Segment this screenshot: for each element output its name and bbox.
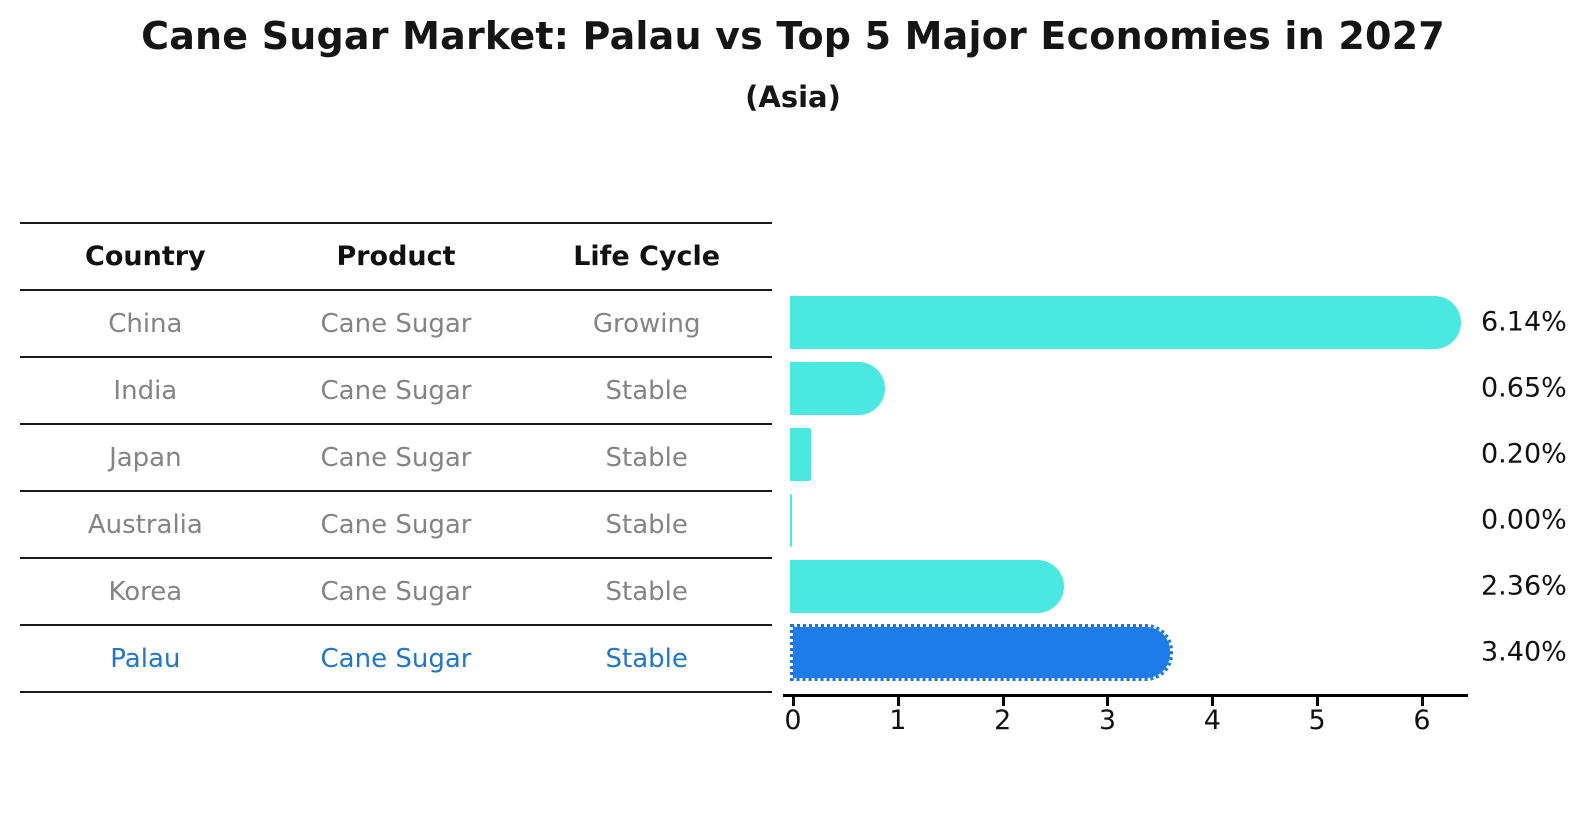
bar-australia bbox=[790, 493, 792, 547]
x-axis-tick bbox=[896, 697, 900, 706]
x-axis-tick bbox=[1316, 697, 1320, 706]
x-axis-tick bbox=[1001, 697, 1005, 706]
country-cell: Japan bbox=[109, 442, 182, 473]
product-cell: Cane Sugar bbox=[320, 375, 472, 406]
value-label-korea: 2.36% bbox=[1481, 570, 1567, 602]
product-cell: Cane Sugar bbox=[320, 643, 472, 674]
column-header-life-cycle: Life Cycle bbox=[573, 241, 721, 272]
x-axis-tick-label: 2 bbox=[994, 705, 1012, 736]
product-cell: Cane Sugar bbox=[320, 308, 472, 339]
table-row: Korea Cane Sugar Stable bbox=[20, 559, 772, 626]
x-axis-line bbox=[783, 694, 1468, 697]
product-cell: Cane Sugar bbox=[320, 576, 472, 607]
country-cell: Korea bbox=[108, 576, 183, 607]
column-header-country: Country bbox=[85, 241, 206, 272]
x-axis-tick-label: 6 bbox=[1413, 705, 1431, 736]
product-cell: Cane Sugar bbox=[320, 442, 472, 473]
life-cycle-cell: Stable bbox=[605, 576, 688, 607]
table-row: India Cane Sugar Stable bbox=[20, 358, 772, 425]
table-header-row: Country Product Life Cycle bbox=[20, 224, 772, 291]
x-axis-tick-label: 3 bbox=[1098, 705, 1117, 736]
x-axis-tick bbox=[1420, 697, 1424, 706]
x-axis-tick bbox=[1211, 697, 1215, 706]
table-row: Australia Cane Sugar Stable bbox=[20, 492, 772, 559]
chart-title: Cane Sugar Market: Palau vs Top 5 Major … bbox=[141, 14, 1445, 58]
value-label-china: 6.14% bbox=[1481, 306, 1567, 338]
bar-china bbox=[790, 295, 1461, 349]
bar-japan bbox=[790, 427, 811, 481]
x-axis-tick-label: 1 bbox=[889, 705, 907, 736]
bar-palau bbox=[790, 623, 1174, 681]
life-cycle-cell: Stable bbox=[605, 509, 688, 540]
country-table: Country Product Life Cycle China Cane Su… bbox=[20, 222, 772, 693]
table-row-palau: Palau Cane Sugar Stable bbox=[20, 626, 772, 693]
product-cell: Cane Sugar bbox=[320, 509, 472, 540]
life-cycle-cell: Stable bbox=[605, 442, 688, 473]
chart-subtitle: (Asia) bbox=[745, 80, 841, 114]
value-label-japan: 0.20% bbox=[1481, 438, 1567, 470]
x-axis-tick-label: 0 bbox=[784, 705, 802, 736]
country-cell: Australia bbox=[87, 509, 203, 540]
column-header-product: Product bbox=[336, 241, 456, 272]
value-label-palau: 3.40% bbox=[1481, 636, 1567, 668]
life-cycle-cell: Growing bbox=[592, 308, 701, 339]
country-cell: China bbox=[108, 308, 183, 339]
bar-india bbox=[790, 361, 886, 415]
country-cell: India bbox=[113, 375, 178, 406]
x-axis-tick bbox=[792, 697, 795, 706]
value-label-india: 0.65% bbox=[1481, 372, 1567, 404]
country-cell: Palau bbox=[110, 643, 181, 674]
life-cycle-cell: Stable bbox=[605, 375, 688, 406]
value-label-australia: 0.00% bbox=[1481, 504, 1567, 536]
x-axis-tick-label: 5 bbox=[1308, 705, 1326, 736]
life-cycle-cell: Stable bbox=[605, 643, 688, 674]
bar-korea bbox=[790, 559, 1065, 613]
table-row: Japan Cane Sugar Stable bbox=[20, 425, 772, 492]
x-axis-tick bbox=[1106, 697, 1110, 706]
table-row: China Cane Sugar Growing bbox=[20, 291, 772, 358]
x-axis-tick-label: 4 bbox=[1203, 705, 1221, 736]
